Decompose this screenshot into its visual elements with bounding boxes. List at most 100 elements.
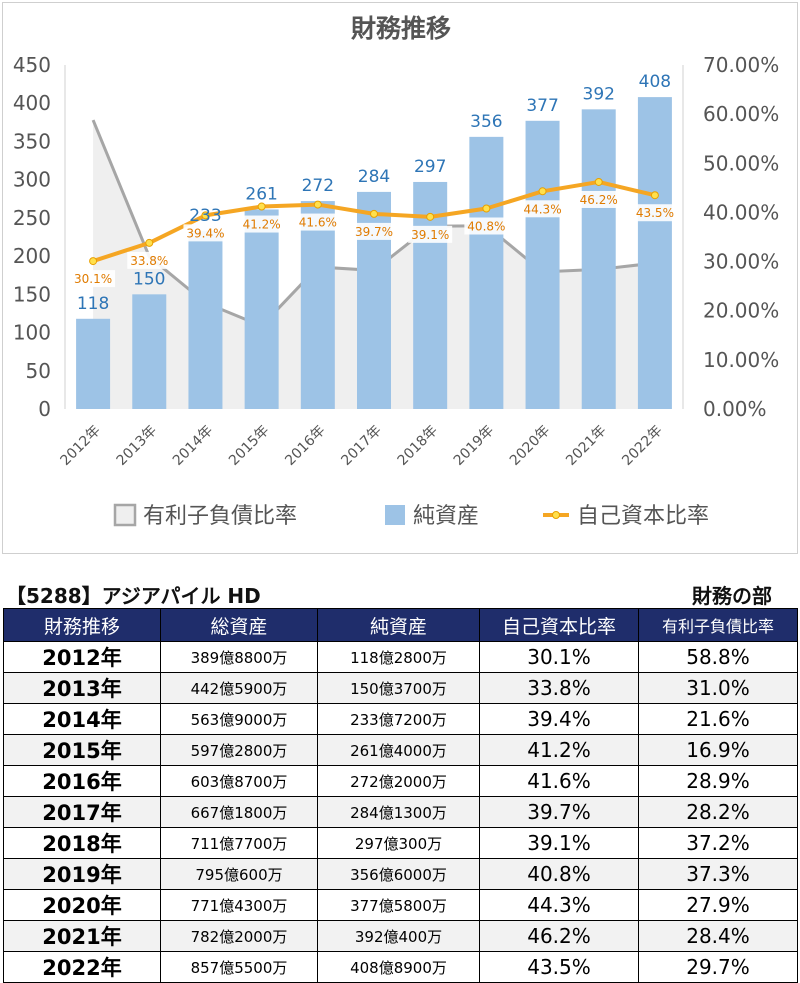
row-equity-ratio: 40.8%: [479, 858, 639, 890]
equity-ratio-data-label: 30.1%: [74, 272, 112, 286]
row-equity-ratio: 46.2%: [479, 920, 639, 952]
equity-ratio-label-bg: [127, 251, 172, 269]
equity-ratio-point: [538, 187, 547, 196]
finance-table: 財務推移 総資産 純資産 自己資本比率 有利子負債比率 2012年 389億880…: [3, 608, 798, 983]
row-equity-ratio: 39.1%: [479, 827, 639, 859]
row-total-assets: 795億600万: [160, 858, 318, 890]
category-label: 2013年: [114, 423, 160, 469]
equity-ratio-data-label: 43.5%: [636, 206, 674, 220]
net-assets-data-label: 150: [133, 269, 165, 289]
left-tick-label: 350: [13, 129, 51, 153]
equity-ratio-data-label: 39.1%: [411, 228, 449, 242]
legend-net-assets-label: 純資産: [413, 504, 479, 529]
row-debt-ratio: 28.9%: [638, 765, 798, 797]
right-tick-label: 10.00%: [703, 348, 779, 372]
right-tick-label: 70.00%: [703, 53, 779, 77]
row-year: 2019年: [3, 858, 161, 890]
equity-ratio-label-bg: [183, 224, 228, 242]
table-row: 2021年 782億2000万 392億400万 46.2% 28.4%: [3, 920, 798, 952]
row-equity-ratio: 30.1%: [479, 641, 639, 673]
net-assets-bar: [76, 318, 111, 409]
equity-ratio-label-bg: [464, 217, 509, 235]
net-assets-data-label: 118: [77, 294, 109, 314]
debt-ratio-area: [93, 120, 655, 409]
row-total-assets: 667億1800万: [160, 796, 318, 828]
equity-ratio-label-bg: [576, 190, 621, 208]
equity-ratio-data-label: 46.2%: [580, 193, 618, 207]
category-label: 2015年: [226, 423, 272, 469]
chart-frame: 財務推移 0 50 100 150 200 250 300 350 400 450 0.00% 10.0…: [2, 2, 798, 554]
row-net-assets: 408億8900万: [317, 951, 480, 983]
row-debt-ratio: 16.9%: [638, 734, 798, 766]
net-assets-data-label: 261: [245, 184, 277, 204]
header-equity-ratio: 自己資本比率: [479, 608, 639, 642]
table-row: 2017年 667億1800万 284億1300万 39.7% 28.2%: [3, 796, 798, 828]
equity-ratio-data-label: 39.4%: [186, 226, 224, 240]
left-tick-label: 200: [13, 244, 51, 268]
row-debt-ratio: 28.2%: [638, 796, 798, 828]
row-net-assets: 377億5800万: [317, 889, 480, 921]
header-total-assets: 総資産: [160, 608, 318, 642]
equity-ratio-label-bg: [71, 270, 116, 288]
table-header-row: 【5288】アジアパイル HD 財務の部: [0, 580, 800, 608]
row-debt-ratio: 28.4%: [638, 920, 798, 952]
equity-ratio-data-label: 40.8%: [467, 219, 505, 233]
equity-ratio-label-bg: [352, 222, 396, 240]
right-tick-label: 30.00%: [703, 250, 779, 274]
right-tick-label: 20.00%: [703, 299, 779, 323]
row-total-assets: 857億5500万: [160, 951, 318, 983]
net-assets-bar: [188, 230, 223, 409]
row-total-assets: 563億9000万: [160, 703, 318, 735]
row-year: 2022年: [3, 951, 161, 983]
row-net-assets: 272億2000万: [317, 765, 480, 797]
row-total-assets: 389億8800万: [160, 641, 318, 673]
legend-debt-ratio-swatch: [113, 503, 137, 527]
net-assets-bar: [469, 136, 504, 409]
row-net-assets: 150億3700万: [317, 672, 480, 704]
equity-ratio-label-bg: [632, 204, 677, 222]
table-section-label: 財務の部: [692, 584, 772, 608]
net-assets-data-label: 284: [358, 167, 390, 187]
row-year: 2018年: [3, 827, 161, 859]
row-year: 2017年: [3, 796, 161, 828]
right-tick-label: 40.00%: [703, 200, 779, 224]
row-year: 2014年: [3, 703, 161, 735]
left-tick-label: 150: [13, 282, 51, 306]
category-label: 2019年: [451, 423, 497, 469]
left-tick-label: 450: [13, 53, 51, 77]
row-net-assets: 297億300万: [317, 827, 480, 859]
category-label: 2021年: [563, 423, 609, 469]
category-label: 2016年: [282, 423, 328, 469]
equity-ratio-label-bg: [520, 200, 565, 218]
net-assets-bar: [300, 201, 335, 409]
row-year: 2012年: [3, 641, 161, 673]
row-debt-ratio: 37.2%: [638, 827, 798, 859]
left-tick-label: 50: [26, 359, 51, 383]
row-equity-ratio: 39.4%: [479, 703, 639, 735]
header-debt-ratio: 有利子負債比率: [638, 608, 798, 642]
net-assets-bar: [637, 97, 672, 410]
row-year: 2021年: [3, 920, 161, 952]
category-label: 2022年: [619, 423, 665, 469]
table-row: 2016年 603億8700万 272億2000万 41.6% 28.9%: [3, 765, 798, 797]
equity-ratio-data-label: 41.2%: [243, 218, 281, 232]
row-year: 2020年: [3, 889, 161, 921]
net-assets-data-label: 272: [302, 176, 334, 196]
right-tick-label: 60.00%: [703, 102, 779, 126]
table-header: 財務推移 総資産 純資産 自己資本比率 有利子負債比率: [3, 608, 798, 642]
row-debt-ratio: 31.0%: [638, 672, 798, 704]
row-net-assets: 233億7200万: [317, 703, 480, 735]
legend-net-assets-swatch: [385, 505, 405, 525]
category-label: 2014年: [170, 423, 216, 469]
left-tick-label: 0: [38, 397, 51, 421]
row-total-assets: 597億2800万: [160, 734, 318, 766]
row-equity-ratio: 41.2%: [479, 734, 639, 766]
table-row: 2020年 771億4300万 377億5800万 44.3% 27.9%: [3, 889, 798, 921]
equity-ratio-point: [370, 209, 378, 218]
category-label: 2018年: [395, 423, 441, 469]
category-label: 2017年: [338, 423, 384, 469]
row-debt-ratio: 37.3%: [638, 858, 798, 890]
row-debt-ratio: 29.7%: [638, 951, 798, 983]
left-tick-label: 100: [13, 321, 51, 345]
row-debt-ratio: 21.6%: [638, 703, 798, 735]
